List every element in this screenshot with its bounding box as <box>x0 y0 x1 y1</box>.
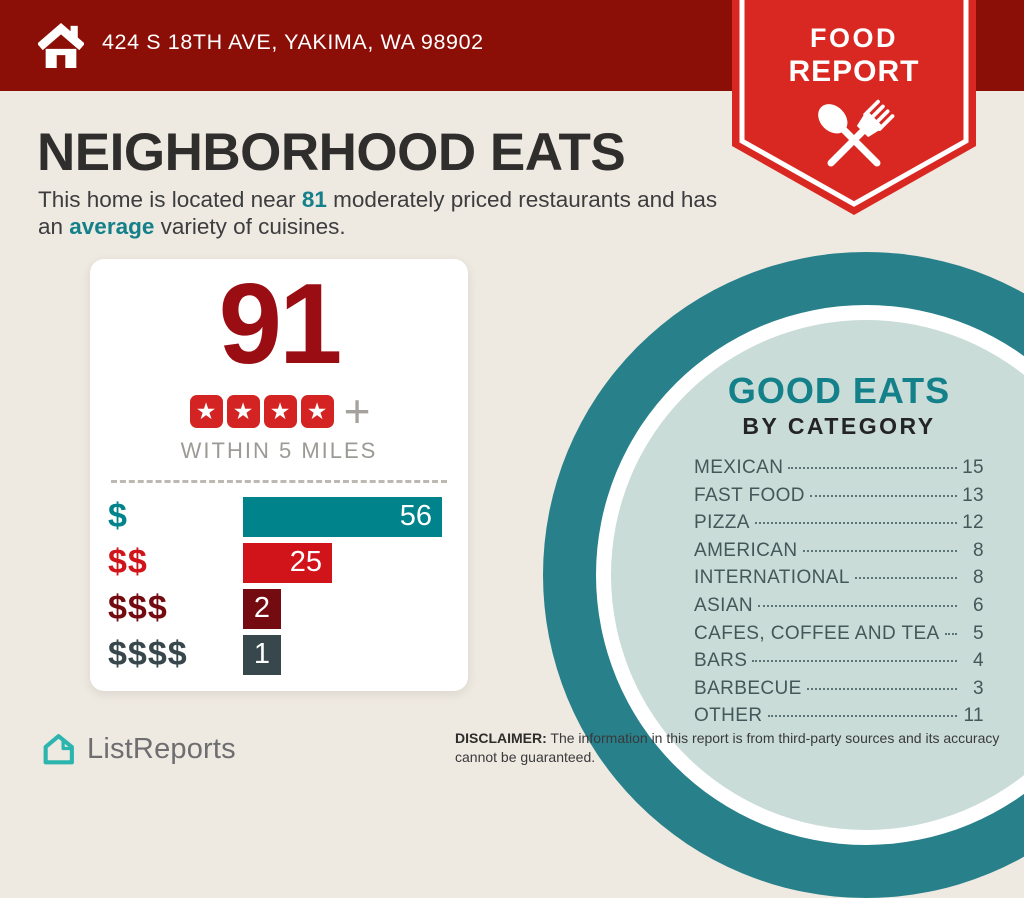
category-value: 13 <box>962 484 984 506</box>
category-label: CAFES, COFFEE AND TEA <box>694 622 940 644</box>
category-value: 15 <box>962 457 984 478</box>
score-card: 91 ★ ★ ★ ★ + WITHIN 5 MILES $56 $$ 25 $$$ 2 $$$$ 1 <box>90 259 468 691</box>
plus-icon: + <box>343 385 371 438</box>
bar-row: $$$$ 1 <box>108 634 468 675</box>
bar: 2 <box>243 588 281 629</box>
page-title: NEIGHBORHOOD EATS <box>37 123 626 182</box>
category-label: MEXICAN <box>694 457 784 478</box>
disclaimer-text: The information in this report is from t… <box>455 730 1000 765</box>
star-icon: ★ <box>300 395 334 429</box>
address-text: 424 S 18TH AVE, YAKIMA, WA 98902 <box>102 30 484 54</box>
category-row: OTHER 11 <box>694 705 984 733</box>
good-eats-panel: GOOD EATS BY CATEGORY MEXICAN 15 FAST FOOD… <box>694 370 984 733</box>
variety-level: average <box>69 214 155 239</box>
category-label: INTERNATIONAL <box>694 567 850 589</box>
category-row: CAFES, COFFEE AND TEA 5 <box>694 623 984 651</box>
score-value: 91 <box>218 261 343 388</box>
good-eats-subtitle: BY CATEGORY <box>742 413 936 439</box>
radius-label: WITHIN 5 MILES <box>180 437 378 463</box>
category-dots <box>809 494 957 497</box>
divider <box>111 479 447 483</box>
category-list: MEXICAN 15 FAST FOOD 13 PIZZA 12 AMERICAN 8 INTE… <box>694 457 984 733</box>
category-dots <box>806 687 957 690</box>
bar-value: 25 <box>289 546 322 579</box>
category-dots <box>788 467 957 469</box>
good-eats-circle-fill <box>611 320 1024 830</box>
rating-stars: ★ ★ ★ ★ + <box>90 385 468 438</box>
category-value: 5 <box>973 622 984 644</box>
category-dots <box>802 549 957 552</box>
good-eats-title: GOOD EATS <box>727 370 951 411</box>
category-row: INTERNATIONAL 8 <box>694 567 984 595</box>
bar-value: 2 <box>253 592 271 625</box>
category-row: BARBECUE 3 <box>694 678 984 706</box>
category-value: 12 <box>962 512 984 534</box>
bar-row: $$ 25 <box>108 542 468 583</box>
category-row: MEXICAN 15 <box>694 457 984 485</box>
bar-label: $$ <box>108 543 148 582</box>
category-dots <box>767 715 957 718</box>
category-label: FAST FOOD <box>694 484 805 506</box>
utensils-icon <box>818 99 895 167</box>
star-icon: ★ <box>226 395 260 429</box>
category-label: BARS <box>694 650 748 672</box>
disclaimer: DISCLAIMER: The information in this repo… <box>455 729 1007 766</box>
category-value: 3 <box>973 677 984 699</box>
category-dots <box>854 577 957 580</box>
category-dots <box>944 632 957 635</box>
category-label: ASIAN <box>694 594 754 616</box>
bar-row: $56 <box>108 496 468 537</box>
category-label: AMERICAN <box>694 539 798 561</box>
bar-label: $$$ <box>108 589 168 628</box>
ribbon-line2: REPORT <box>788 55 919 88</box>
bar: 56 <box>243 496 442 537</box>
category-value: 6 <box>973 594 984 616</box>
bar-label: $ <box>108 497 128 536</box>
bar-row: $$$ 2 <box>108 588 468 629</box>
category-row: PIZZA 12 <box>694 512 984 540</box>
category-row: AMERICAN 8 <box>694 540 984 568</box>
brand-name: ListReports <box>87 733 236 765</box>
category-dots <box>754 522 957 525</box>
category-label: OTHER <box>694 705 763 727</box>
category-value: 8 <box>973 567 984 589</box>
star-icon: ★ <box>189 395 223 429</box>
category-value: 4 <box>973 650 984 672</box>
bar-value: 1 <box>253 638 271 671</box>
ribbon-line1: FOOD <box>810 23 898 53</box>
disclaimer-label: DISCLAIMER: <box>455 730 547 746</box>
category-row: BARS 4 <box>694 650 984 678</box>
restaurant-count: 81 <box>301 187 327 212</box>
category-label: BARBECUE <box>694 677 802 699</box>
category-value: 8 <box>973 539 984 561</box>
category-label: PIZZA <box>694 512 750 534</box>
bar-label: $$$$ <box>108 635 188 674</box>
food-report-ribbon: FOOD REPORT <box>732 0 976 215</box>
home-icon <box>38 23 84 68</box>
star-icon: ★ <box>263 395 297 429</box>
category-value: 11 <box>963 705 984 727</box>
bar: 25 <box>243 542 332 583</box>
price-bar-chart: $56 $$ 25 $$$ 2 $$$$ 1 <box>90 496 468 675</box>
intro-text: This home is located near 81 moderately … <box>38 187 718 239</box>
bar: 1 <box>243 634 281 675</box>
house-icon <box>43 734 74 765</box>
bar-value: 56 <box>399 500 432 533</box>
category-dots <box>752 660 957 663</box>
category-row: FAST FOOD 13 <box>694 485 984 513</box>
listreports-logo: ListReports <box>40 731 236 768</box>
category-dots <box>758 604 957 607</box>
category-row: ASIAN 6 <box>694 595 984 623</box>
